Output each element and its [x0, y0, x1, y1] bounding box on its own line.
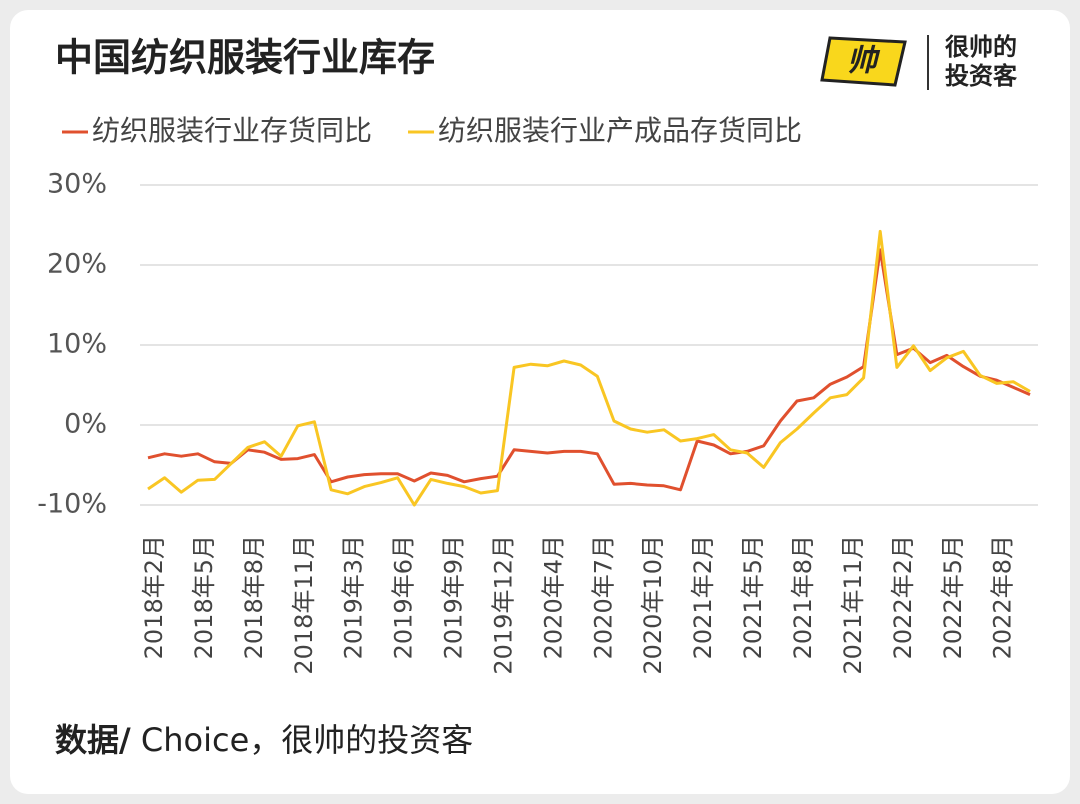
x-tick-label: 2021年8月 — [789, 535, 817, 659]
x-tick-label: 2018年8月 — [240, 535, 268, 659]
logo-text: 投资客 — [945, 62, 1018, 90]
x-tick-label: 2018年2月 — [140, 535, 168, 659]
x-tick-label: 2020年7月 — [589, 535, 617, 659]
logo-icon: 帅 — [820, 36, 907, 87]
legend-label: 纺织服装行业产成品存货同比 — [438, 114, 802, 147]
source-label: 数据/ — [55, 721, 131, 759]
x-tick-label: 2018年11月 — [290, 535, 318, 675]
source: 数据/ Choice，很帅的投资客 — [55, 721, 473, 759]
y-tick-label: -10% — [37, 489, 107, 520]
x-tick-label: 2021年5月 — [739, 535, 767, 659]
x-tick-label: 2019年9月 — [440, 535, 468, 659]
x-tick-label: 2021年11月 — [839, 535, 867, 675]
y-tick-label: 30% — [47, 169, 107, 200]
series-line — [147, 248, 1031, 492]
x-tick-label: 2020年4月 — [539, 535, 567, 659]
y-tick-label: 10% — [47, 329, 107, 360]
chart-title: 中国纺织服装行业库存 — [55, 36, 435, 80]
x-tick-label: 2018年5月 — [190, 535, 218, 659]
source-text: Choice，很帅的投资客 — [131, 721, 474, 759]
x-tick-label: 2019年3月 — [340, 535, 368, 659]
logo-text: 很帅的 — [945, 33, 1017, 61]
card — [10, 10, 1070, 794]
x-tick-label: 2019年12月 — [489, 535, 517, 675]
svg-text:帅: 帅 — [847, 44, 881, 79]
x-tick-label: 2022年2月 — [889, 535, 917, 659]
x-tick-label: 2021年2月 — [689, 535, 717, 659]
x-tick-label: 2022年8月 — [989, 535, 1017, 659]
series-line — [147, 229, 1031, 507]
y-tick-label: 0% — [64, 409, 107, 440]
legend-label: 纺织服装行业存货同比 — [92, 114, 372, 147]
y-tick-label: 20% — [47, 249, 107, 280]
x-tick-label: 2019年6月 — [390, 535, 418, 659]
x-tick-label: 2022年5月 — [939, 535, 967, 659]
x-tick-label: 2020年10月 — [639, 535, 667, 675]
